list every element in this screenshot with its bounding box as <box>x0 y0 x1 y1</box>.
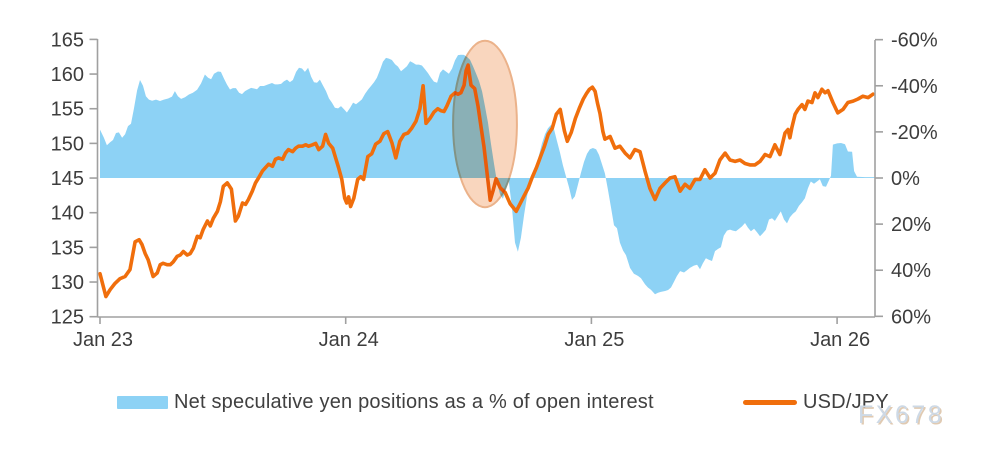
left-axis-label: 150 <box>51 133 84 155</box>
right-axis-label: -60% <box>891 30 938 52</box>
x-axis-label: Jan 26 <box>810 329 870 351</box>
x-axis-label: Jan 24 <box>319 329 379 351</box>
watermark-part2: 78 <box>911 401 945 429</box>
left-axis-label: 130 <box>51 272 84 294</box>
left-axis-label: 135 <box>51 237 84 259</box>
x-axis-label: Jan 23 <box>73 329 133 351</box>
right-axis-label: -40% <box>891 76 938 98</box>
left-axis-label: 145 <box>51 168 84 190</box>
left-axis-label: 165 <box>51 29 84 51</box>
right-axis-label: 40% <box>891 260 931 282</box>
watermark-part1: FX6 <box>858 401 912 429</box>
right-axis-label: -20% <box>891 122 938 144</box>
fx678-watermark: FX678 <box>858 401 944 430</box>
right-axis-label: 60% <box>891 306 931 328</box>
right-axis-label: 20% <box>891 214 931 236</box>
left-axis-label: 125 <box>51 307 84 329</box>
highlight-ellipse <box>452 39 518 209</box>
left-axis-label: 155 <box>51 99 84 121</box>
area-legend-label: Net speculative yen positions as a % of … <box>174 391 654 413</box>
area-legend-swatch <box>117 396 168 409</box>
line-legend-swatch <box>743 400 797 405</box>
x-axis-label: Jan 25 <box>564 329 624 351</box>
left-axis-label: 140 <box>51 203 84 225</box>
line-legend-label: USD/JPY <box>803 391 889 413</box>
left-axis-label: 160 <box>51 64 84 86</box>
right-axis-label: 0% <box>891 168 920 190</box>
